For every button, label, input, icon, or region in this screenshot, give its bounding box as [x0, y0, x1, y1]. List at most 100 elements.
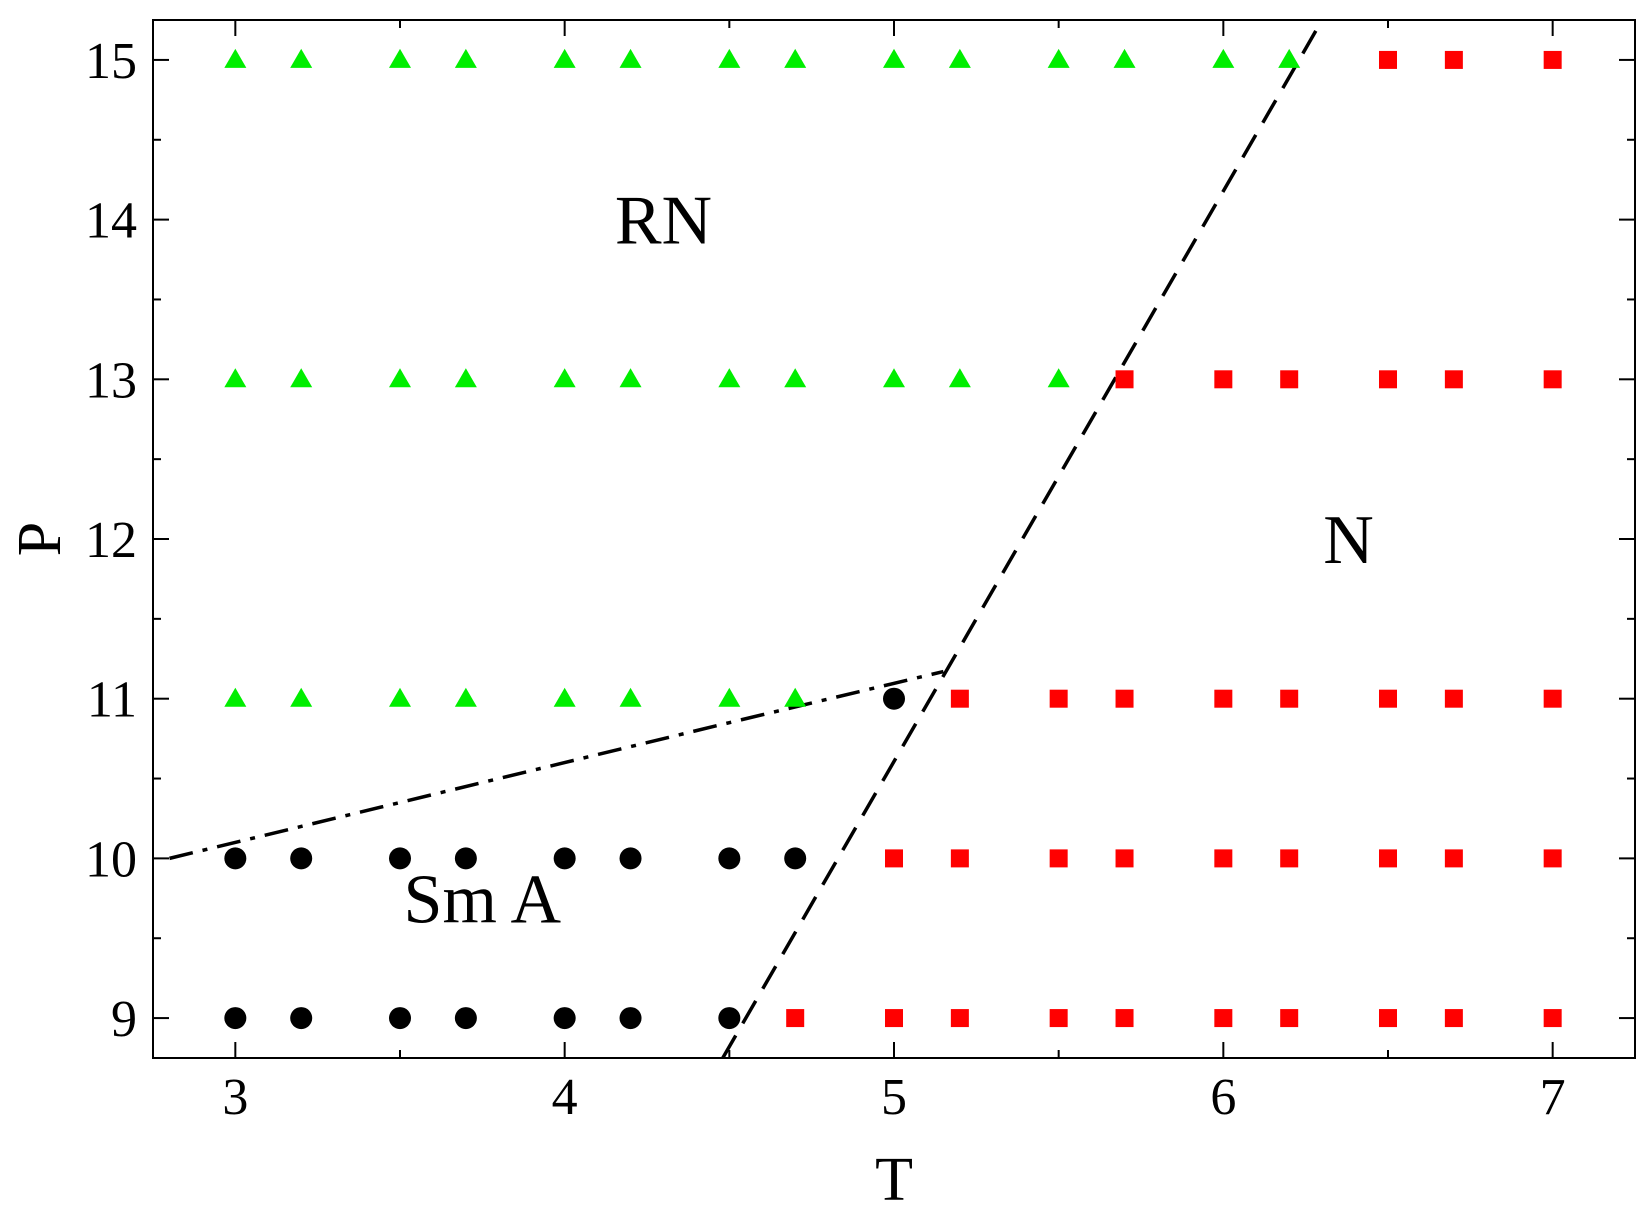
- circle-marker: [553, 1007, 576, 1030]
- triangle-marker: [224, 48, 247, 68]
- square-marker: [1214, 689, 1233, 708]
- y-tick-label: 12: [85, 512, 137, 569]
- circle-marker: [553, 847, 576, 870]
- x-tick-label: 6: [1210, 1069, 1236, 1126]
- circle-marker: [454, 1007, 477, 1030]
- square-marker: [1379, 849, 1397, 868]
- x-tick-label: 7: [1540, 1069, 1566, 1126]
- circle-marker: [784, 847, 807, 870]
- square-marker: [885, 849, 903, 868]
- square-marker: [1115, 1009, 1134, 1028]
- triangle-marker: [389, 687, 411, 707]
- triangle-marker: [619, 687, 642, 707]
- triangle-marker: [1047, 368, 1070, 388]
- circle-marker: [290, 1007, 313, 1030]
- square-marker: [1115, 849, 1134, 868]
- triangle-marker: [224, 687, 247, 707]
- y-tick-label: 14: [85, 193, 137, 250]
- triangle-marker: [619, 368, 642, 388]
- triangle-marker: [553, 48, 576, 68]
- triangle-marker: [1047, 48, 1070, 68]
- triangle-marker: [718, 48, 741, 68]
- square-marker: [1444, 849, 1463, 868]
- square-marker: [1280, 370, 1299, 389]
- triangle-marker: [883, 368, 905, 388]
- x-tick-label: 5: [881, 1069, 907, 1126]
- square-marker: [1379, 370, 1397, 389]
- circle-marker: [718, 1007, 741, 1030]
- square-marker: [1214, 1009, 1233, 1028]
- square-marker: [1379, 50, 1397, 69]
- x-tick-label: 4: [552, 1069, 578, 1126]
- square-marker: [1280, 689, 1299, 708]
- triangle-marker: [784, 48, 807, 68]
- triangle-marker: [224, 368, 247, 388]
- x-tick-label: 3: [222, 1069, 248, 1126]
- square-marker: [950, 1009, 969, 1028]
- triangle-marker: [290, 368, 313, 388]
- data-markers: [224, 48, 1562, 1030]
- circle-marker: [619, 1007, 642, 1030]
- triangle-marker: [454, 368, 477, 388]
- dashdot-boundary-line: [169, 669, 944, 861]
- x-axis-title: T: [875, 1146, 913, 1214]
- square-marker: [1444, 370, 1463, 389]
- square-marker: [950, 849, 969, 868]
- triangle-marker: [948, 368, 971, 388]
- square-marker: [1115, 689, 1134, 708]
- circle-marker: [718, 847, 741, 870]
- dashed-boundary-line: [721, 19, 1324, 1059]
- square-marker: [1444, 1009, 1463, 1028]
- triangle-marker: [948, 48, 971, 68]
- triangle-marker: [784, 687, 807, 707]
- triangle-marker: [1278, 48, 1301, 68]
- square-marker: [1543, 1009, 1562, 1028]
- triangle-marker: [619, 48, 642, 68]
- square-marker: [1543, 370, 1562, 389]
- triangle-marker: [553, 368, 576, 388]
- circle-marker: [389, 1007, 411, 1030]
- y-tick-label: 10: [85, 831, 137, 888]
- plot-area-frame: [152, 19, 1636, 1059]
- triangle-marker: [389, 48, 411, 68]
- square-marker: [1543, 689, 1562, 708]
- y-tick-label: 9: [111, 991, 137, 1048]
- triangle-marker: [718, 687, 741, 707]
- square-marker: [1444, 50, 1463, 69]
- y-tick-label: 11: [87, 672, 137, 729]
- triangle-marker: [1113, 48, 1136, 68]
- triangle-marker: [1212, 48, 1235, 68]
- circle-marker: [619, 847, 642, 870]
- circle-marker: [389, 847, 411, 870]
- triangle-marker: [290, 48, 313, 68]
- square-marker: [950, 689, 969, 708]
- triangle-marker: [290, 687, 313, 707]
- square-marker: [1543, 50, 1562, 69]
- square-marker: [1379, 689, 1397, 708]
- region-labels: RN N Sm A: [404, 183, 1374, 939]
- triangle-marker: [553, 687, 576, 707]
- triangle-marker: [454, 687, 477, 707]
- square-marker: [1543, 849, 1562, 868]
- circle-marker: [224, 847, 247, 870]
- circle-marker: [224, 1007, 247, 1030]
- triangle-marker: [718, 368, 741, 388]
- region-label: RN: [615, 183, 712, 260]
- square-marker: [786, 1009, 805, 1028]
- square-marker: [1049, 689, 1068, 708]
- square-marker: [1115, 370, 1134, 389]
- circle-marker: [290, 847, 313, 870]
- square-marker: [1049, 849, 1068, 868]
- circle-marker: [883, 687, 905, 710]
- axis-tick-labels: 3 4 5 6 7 9 10 11 12 13 14 15: [85, 33, 1566, 1126]
- square-marker: [1214, 849, 1233, 868]
- triangle-marker: [454, 48, 477, 68]
- square-marker: [885, 1009, 903, 1028]
- y-tick-label: 15: [85, 33, 137, 90]
- axis-ticks: [153, 20, 1635, 1058]
- y-tick-label: 13: [85, 352, 137, 409]
- triangle-marker: [389, 368, 411, 388]
- phase-boundary-lines: [169, 19, 1324, 1059]
- triangle-marker: [784, 368, 807, 388]
